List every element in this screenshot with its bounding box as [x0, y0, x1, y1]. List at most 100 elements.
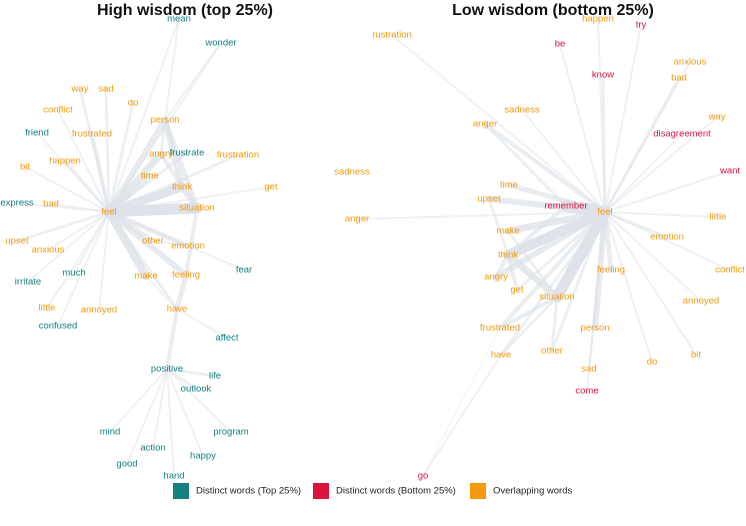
network-edge: [486, 196, 608, 215]
network-edge: [166, 368, 204, 457]
word-node-affect: affect: [215, 333, 238, 344]
network-edge: [521, 109, 606, 213]
word-node-situation: situation: [179, 203, 214, 214]
word-node-frustrate: frustrate: [170, 148, 205, 159]
network-edge: [602, 209, 614, 273]
network-edge: [499, 210, 607, 357]
word-node-confused: confused: [39, 321, 78, 332]
word-node-time: time: [500, 180, 518, 191]
network-edge: [586, 211, 606, 392]
panel-title-low: Low wisdom (bottom 25%): [452, 2, 654, 19]
word-node-mean: mean: [167, 14, 191, 25]
network-edge: [107, 153, 240, 214]
network-edge: [165, 367, 198, 391]
word-node-good: good: [116, 459, 137, 470]
network-edge: [27, 211, 110, 283]
word-node-emotion: emotion: [650, 232, 684, 243]
network-edge: [108, 211, 245, 271]
network-edge: [391, 34, 606, 213]
network-edge: [107, 210, 179, 311]
network-edge: [176, 308, 228, 339]
word-node-little: little: [39, 303, 56, 314]
network-edge: [50, 203, 110, 213]
network-edge: [46, 211, 110, 309]
word-node-frustrated: frustrated: [72, 129, 112, 140]
word-node-disagreement: disagreement: [653, 129, 711, 140]
network-edge: [493, 209, 608, 280]
network-edge: [166, 368, 175, 477]
network-edge: [107, 101, 135, 214]
word-node-sadness: sadness: [334, 167, 370, 178]
legend-label-distinct-bottom: Distinct words (Bottom 25%): [336, 486, 456, 497]
network-edge: [152, 240, 189, 247]
word-node-anger: anger: [473, 119, 497, 130]
word-node-positive: positive: [151, 364, 183, 375]
network-edge: [422, 354, 502, 477]
network-edge: [164, 42, 222, 121]
legend-swatch-overlapping: [470, 483, 486, 499]
word-node-other: other: [541, 346, 563, 357]
network-edge: [550, 210, 607, 353]
word-node-try: try: [636, 20, 647, 31]
word-node-express: express: [0, 198, 34, 209]
word-node-outlook: outlook: [181, 384, 212, 395]
legend-swatch-distinct-bottom: [313, 483, 329, 499]
network-edge: [604, 211, 731, 271]
network-edge: [36, 132, 110, 213]
network-edge: [604, 211, 697, 356]
word-node-be: be: [555, 39, 566, 50]
network-edge: [78, 87, 111, 214]
word-node-other: other: [142, 236, 164, 247]
word-node-know: know: [592, 70, 614, 81]
word-node-make: make: [496, 226, 519, 237]
network-edge: [159, 152, 184, 189]
word-node-anxious: anxious: [674, 57, 707, 68]
word-node-upset: upset: [477, 194, 501, 205]
network-edge: [504, 251, 561, 301]
word-node-do: do: [647, 357, 658, 368]
network-edge: [106, 117, 168, 215]
network-edge: [57, 109, 110, 213]
legend: Distinct words (Top 25%) Distinct words …: [173, 483, 572, 499]
network-edge: [597, 18, 606, 213]
network-edge: [559, 43, 606, 213]
word-node-do: do: [128, 98, 139, 109]
word-node-feeling: feeling: [172, 270, 200, 281]
word-node-little: little: [710, 212, 727, 223]
network-edge: [550, 295, 559, 353]
network-edge: [499, 295, 559, 357]
word-node-bit: bit: [691, 350, 701, 361]
word-node-make: make: [134, 271, 157, 282]
word-node-friend: friend: [25, 128, 49, 139]
word-node-sadness: sadness: [504, 105, 540, 116]
network-edge: [592, 209, 608, 331]
legend-swatch-distinct-top: [173, 483, 189, 499]
word-node-annoyed: annoyed: [683, 296, 719, 307]
network-edge: [159, 118, 167, 156]
network-edge: [483, 122, 607, 214]
word-node-happen: happen: [49, 156, 81, 167]
network-edge: [57, 211, 110, 327]
word-node-have: have: [167, 304, 188, 315]
network-edge: [165, 367, 217, 378]
word-node-action: action: [140, 443, 165, 454]
word-node-feel: feel: [597, 207, 612, 218]
word-node-emotion: emotion: [171, 241, 205, 252]
word-node-get: get: [510, 285, 524, 296]
network-edge: [506, 253, 519, 292]
network-edge: [494, 253, 510, 279]
network-edge: [603, 76, 681, 214]
network-edge: [506, 229, 559, 299]
network-edge: [108, 18, 180, 213]
network-edge: [604, 170, 731, 213]
word-node-sad: sad: [581, 364, 596, 375]
word-node-program: program: [213, 427, 248, 438]
network-edge: [604, 211, 653, 363]
word-node-conflict: conflict: [715, 265, 745, 276]
word-node-happy: happy: [190, 451, 216, 462]
word-node-remember: remember: [544, 201, 587, 212]
word-node-go: go: [418, 471, 429, 482]
word-node-conflict: conflict: [43, 105, 73, 116]
word-node-frustrated: frustrated: [480, 323, 520, 334]
